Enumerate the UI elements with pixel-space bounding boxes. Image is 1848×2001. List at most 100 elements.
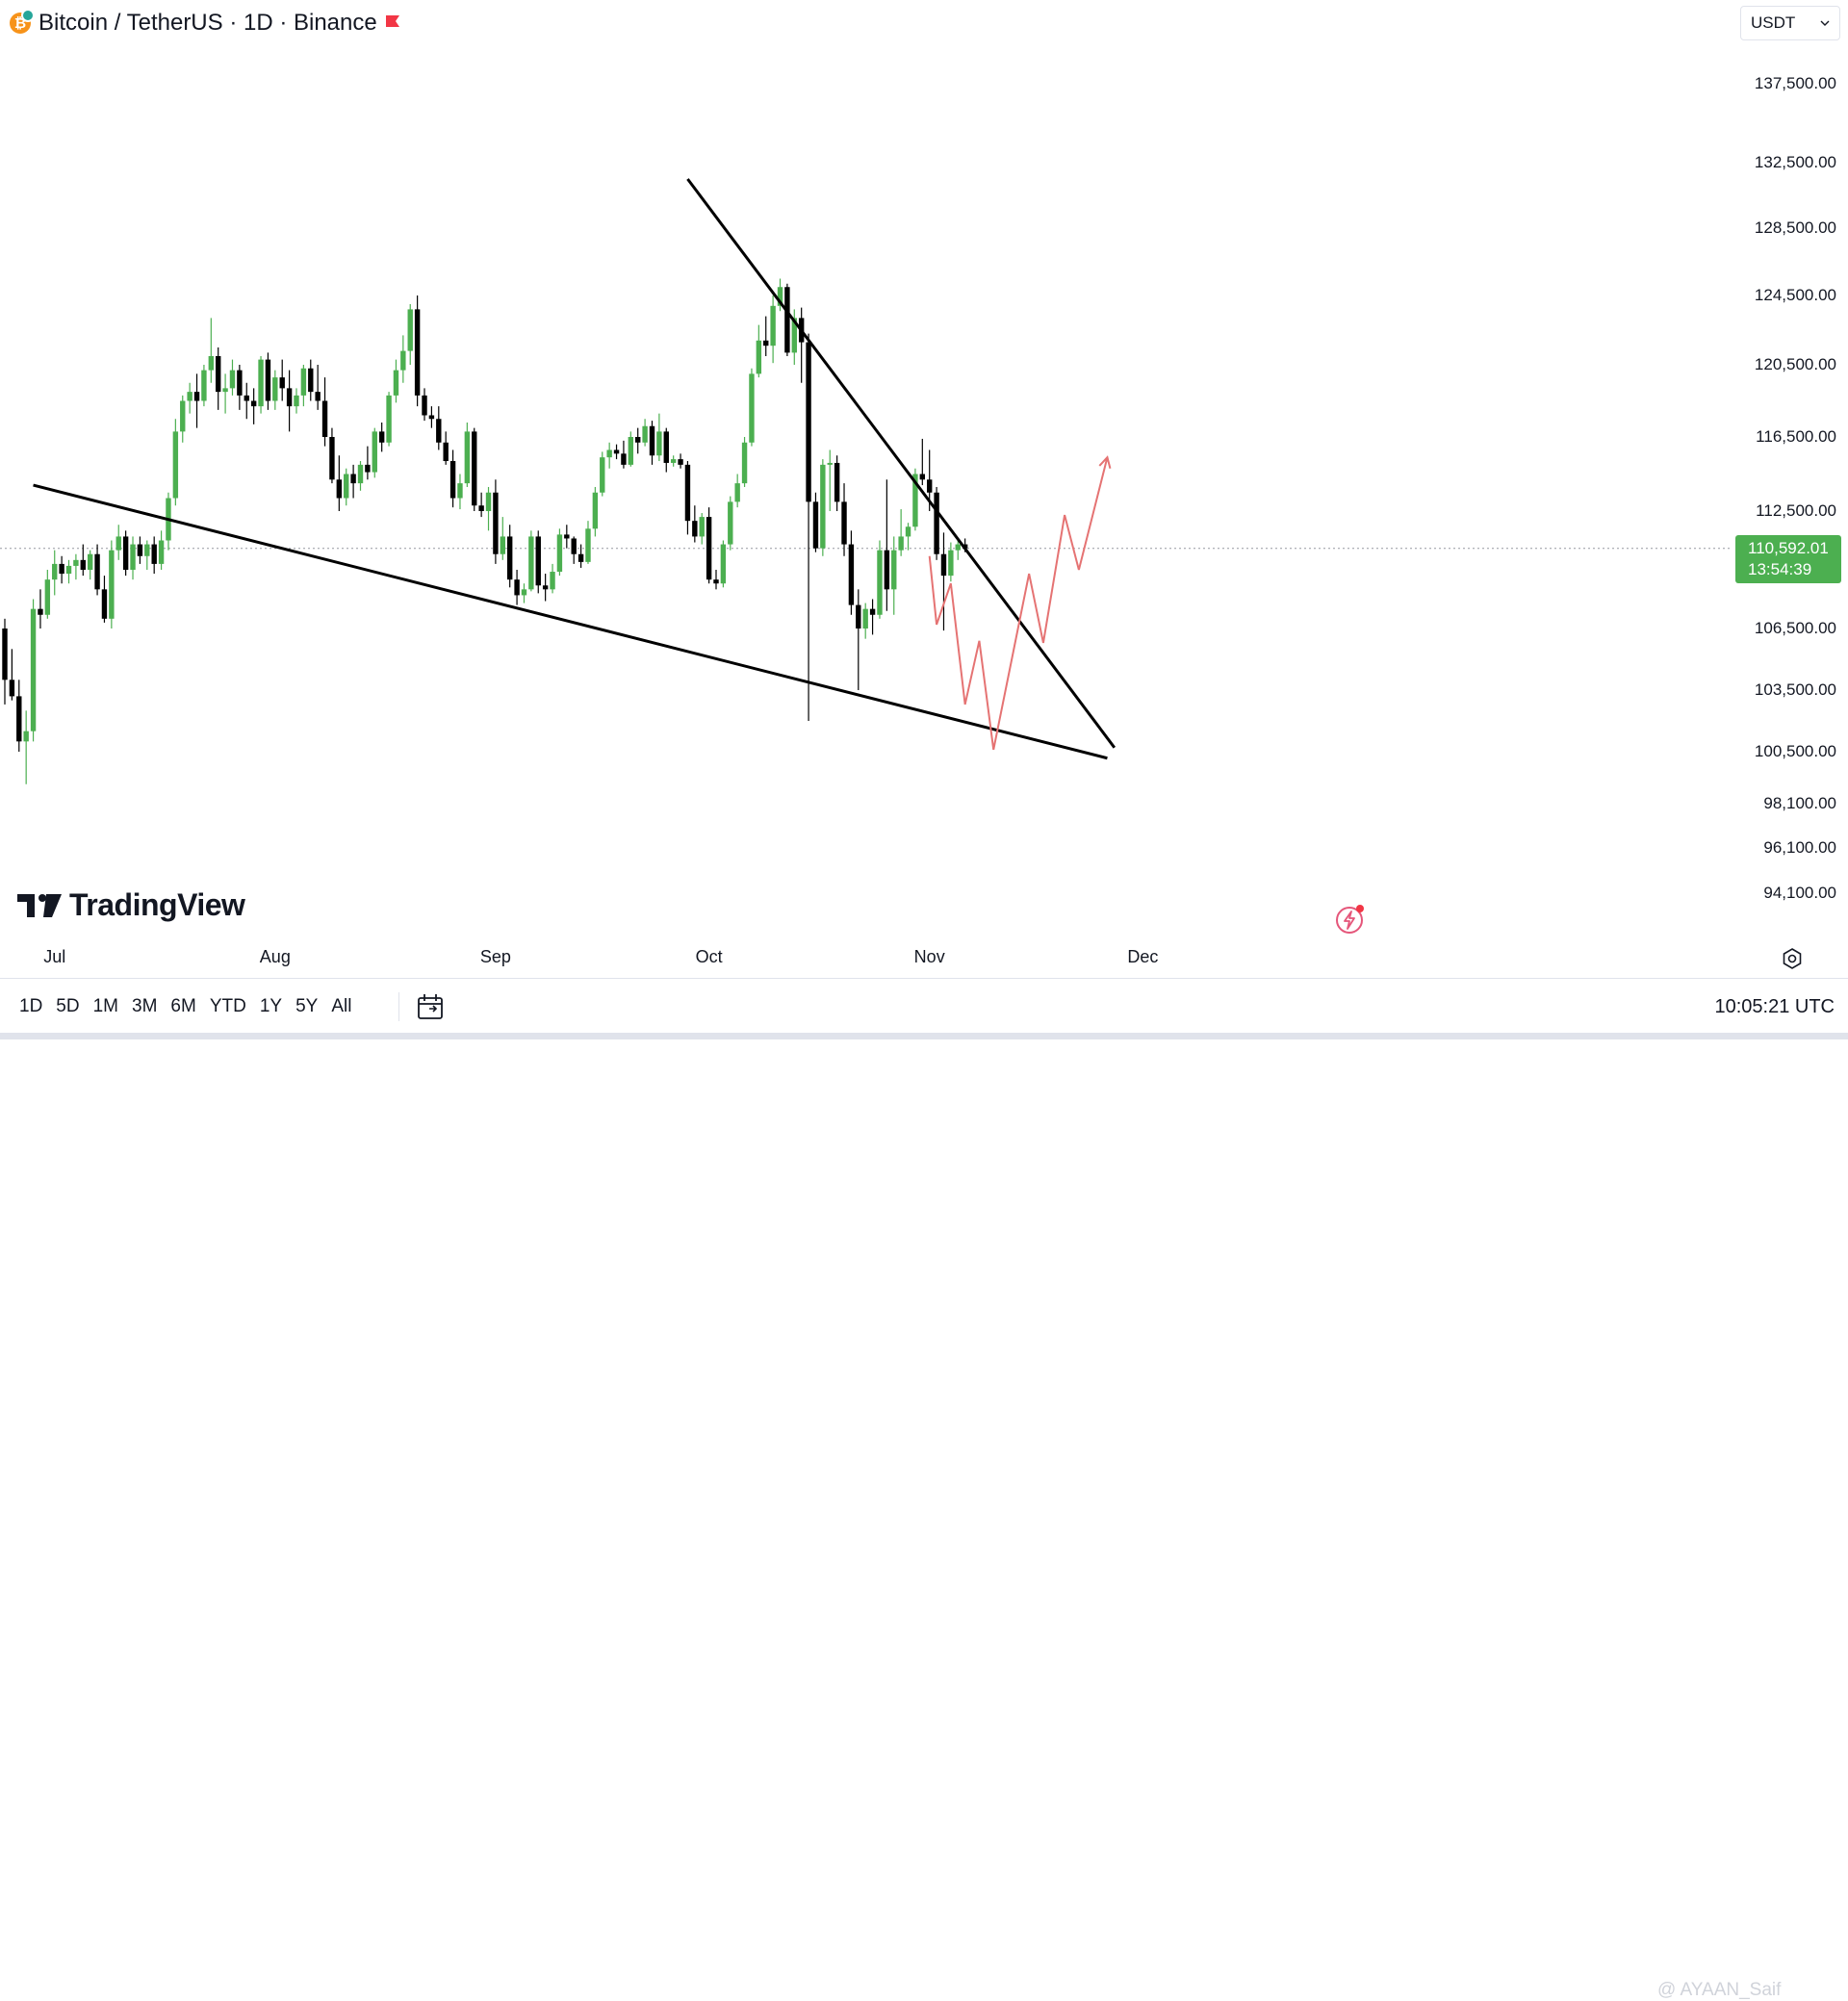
candle-down	[94, 553, 100, 590]
candle-down	[428, 415, 435, 420]
range-buttons: 1D 5D 1M 3M 6M YTD 1Y 5Y All	[13, 992, 357, 1021]
projection-arrowhead	[1098, 455, 1112, 470]
candle-down	[621, 453, 627, 465]
candle-down	[137, 544, 143, 556]
candle-down	[237, 370, 243, 396]
price-label: 128,500.00	[1754, 218, 1836, 237]
range-button-1m[interactable]: 1M	[92, 996, 118, 1016]
candle-up	[109, 550, 115, 619]
candle-up	[592, 492, 599, 529]
bitcoin-logo-icon: ₿	[10, 9, 35, 34]
candle-down	[286, 388, 293, 407]
candle-up	[180, 400, 186, 432]
candle-up	[485, 492, 492, 511]
candle-up	[158, 540, 165, 564]
candle-up	[777, 287, 783, 306]
candle-down	[514, 579, 520, 596]
price-chart[interactable]	[0, 0, 1732, 943]
candle-down	[663, 431, 669, 463]
range-button-5d[interactable]: 5D	[56, 996, 80, 1016]
candle-up	[749, 373, 755, 443]
range-button-6m[interactable]: 6M	[170, 996, 196, 1016]
candle-down	[279, 377, 285, 389]
candle-up	[87, 553, 93, 570]
tradingview-logo[interactable]: TradingView	[17, 887, 245, 923]
candle-up	[550, 572, 555, 590]
candle-up	[720, 544, 727, 584]
price-label: 103,500.00	[1754, 680, 1836, 699]
candle-down	[59, 563, 64, 575]
candle-down	[38, 608, 43, 615]
candle-up	[208, 356, 215, 371]
candle-up	[656, 431, 662, 456]
range-button-3m[interactable]: 3M	[132, 996, 158, 1016]
candle-up	[791, 318, 797, 353]
candle-down	[449, 461, 456, 499]
candle-up	[600, 457, 605, 493]
candle-down	[493, 492, 499, 554]
last-price-tag: 110,592.01 13:54:39	[1735, 535, 1841, 583]
candle-up	[372, 431, 377, 473]
candle-up	[585, 528, 591, 562]
candle-down	[684, 464, 691, 522]
candle-down	[649, 425, 655, 456]
range-button-5y[interactable]: 5Y	[295, 996, 319, 1016]
price-label: 106,500.00	[1754, 619, 1836, 637]
chart-header: ₿ Bitcoin / TetherUS · 1D · Binance	[10, 6, 400, 40]
utc-clock[interactable]: 10:05:21 UTC	[1714, 996, 1835, 1017]
symbol-title[interactable]: Bitcoin / TetherUS · 1D · Binance	[38, 10, 377, 36]
candle-down	[336, 479, 343, 499]
range-button-1y[interactable]: 1Y	[259, 996, 283, 1016]
time-label: Dec	[1127, 947, 1159, 966]
candle-up	[820, 464, 826, 549]
candle-down	[535, 536, 541, 586]
candle-up	[73, 559, 79, 566]
bar-countdown: 13:54:39	[1748, 560, 1812, 578]
candle-down	[378, 431, 385, 443]
candle-down	[9, 680, 15, 697]
candle-up	[393, 370, 399, 396]
candle-up	[294, 395, 299, 407]
candle-down	[713, 579, 719, 584]
candle-down	[841, 501, 847, 545]
candle-up	[955, 544, 961, 551]
tradingview-logo-icon	[17, 893, 62, 917]
candle-up	[464, 431, 471, 484]
candle-down	[422, 395, 427, 416]
candle-up	[344, 474, 349, 499]
candle-down	[216, 356, 221, 393]
lightning-icon[interactable]	[1334, 903, 1367, 936]
candle-down	[443, 442, 449, 462]
candle-up	[229, 370, 236, 389]
range-button-all[interactable]: All	[331, 996, 352, 1016]
candle-down	[784, 287, 790, 353]
candle-up	[699, 517, 705, 537]
projection-path	[928, 456, 1109, 751]
candle-up	[606, 449, 612, 458]
calendar-icon[interactable]	[416, 992, 445, 1021]
candle-up	[23, 731, 29, 742]
currency-selector[interactable]: USDT	[1740, 6, 1840, 40]
candle-up	[400, 350, 406, 371]
time-label: Oct	[695, 947, 723, 966]
candle-up	[172, 431, 179, 499]
flag-icon[interactable]	[385, 14, 400, 32]
candle-up	[201, 370, 207, 401]
bottom-toolbar: 1D 5D 1M 3M 6M YTD 1Y 5Y All @ AYAAN_Sai…	[0, 978, 1848, 2000]
candle-up	[734, 483, 740, 502]
candle-down	[919, 474, 926, 480]
range-button-1d[interactable]: 1D	[19, 996, 43, 1016]
candle-down	[706, 517, 712, 580]
range-button-ytd[interactable]: YTD	[209, 996, 246, 1016]
candle-down	[613, 449, 620, 454]
candle-down	[250, 400, 257, 407]
candle-up	[300, 368, 307, 396]
chevron-down-icon	[1820, 20, 1830, 26]
settings-icon[interactable]	[1781, 947, 1804, 970]
currency-label: USDT	[1751, 13, 1796, 32]
price-axis[interactable]: 137,500.00 132,500.00 128,500.00 124,500…	[1732, 0, 1848, 962]
last-price-value: 110,592.01	[1748, 539, 1829, 557]
candle-up	[670, 459, 677, 463]
price-label: 96,100.00	[1763, 838, 1836, 857]
time-axis[interactable]: Jul Aug Sep Oct Nov Dec	[0, 947, 1732, 970]
